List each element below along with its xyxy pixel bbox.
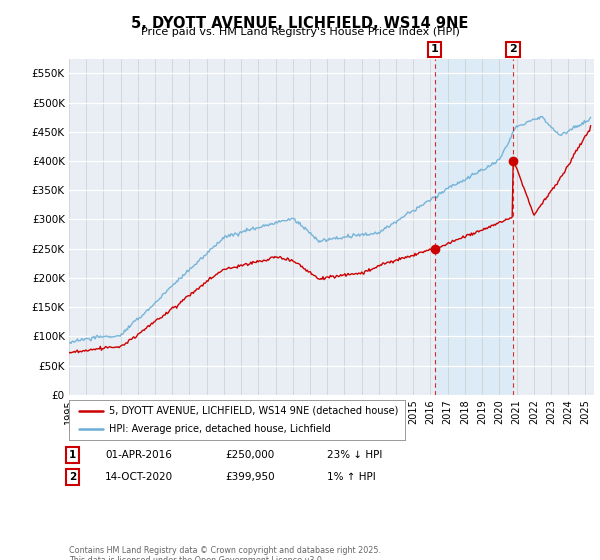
Text: 01-APR-2016: 01-APR-2016	[105, 450, 172, 460]
Text: 23% ↓ HPI: 23% ↓ HPI	[327, 450, 382, 460]
Text: Price paid vs. HM Land Registry's House Price Index (HPI): Price paid vs. HM Land Registry's House …	[140, 27, 460, 37]
Text: 1: 1	[431, 44, 439, 54]
Text: £250,000: £250,000	[225, 450, 274, 460]
Text: Contains HM Land Registry data © Crown copyright and database right 2025.
This d: Contains HM Land Registry data © Crown c…	[69, 546, 381, 560]
Text: 2: 2	[69, 472, 76, 482]
Text: 14-OCT-2020: 14-OCT-2020	[105, 472, 173, 482]
Text: 5, DYOTT AVENUE, LICHFIELD, WS14 9NE (detached house): 5, DYOTT AVENUE, LICHFIELD, WS14 9NE (de…	[109, 406, 398, 416]
Text: 2: 2	[509, 44, 517, 54]
Bar	[435, 59, 513, 395]
Text: HPI: Average price, detached house, Lichfield: HPI: Average price, detached house, Lich…	[109, 424, 331, 434]
Text: 1% ↑ HPI: 1% ↑ HPI	[327, 472, 376, 482]
Text: 1: 1	[69, 450, 76, 460]
Text: £399,950: £399,950	[225, 472, 275, 482]
Text: 5, DYOTT AVENUE, LICHFIELD, WS14 9NE: 5, DYOTT AVENUE, LICHFIELD, WS14 9NE	[131, 16, 469, 31]
